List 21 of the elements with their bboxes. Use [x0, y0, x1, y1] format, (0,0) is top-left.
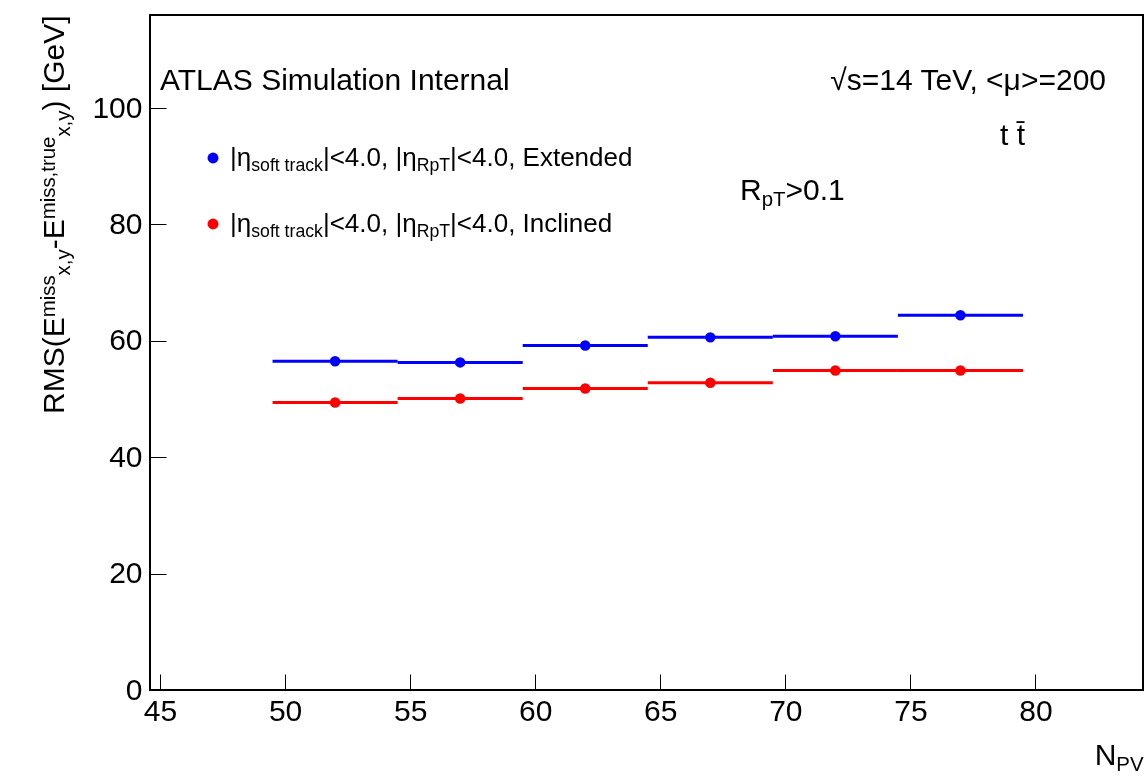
y-tick-label: 80: [109, 206, 143, 240]
x-tick-label: 80: [1019, 693, 1053, 727]
annotation: ATLAS Simulation Internal: [160, 63, 510, 96]
x-tick-label: 60: [519, 693, 553, 727]
x-tick-label: 55: [393, 693, 428, 727]
x-tick-label: 70: [769, 693, 803, 727]
y-tick-label: 20: [109, 556, 143, 590]
y-tick-label: 40: [109, 439, 143, 473]
y-tick-label: 100: [92, 90, 143, 124]
x-tick-label: 45: [143, 693, 178, 727]
annotation: t t̄: [1000, 118, 1026, 151]
legend-label: |η$_{soft track}$|<4.0, |η$_{R}$$_{pT}$|<4.0, Inclined: [230, 208, 613, 242]
y-tick-label: 0: [125, 672, 143, 706]
x-tick-label: 50: [268, 693, 303, 727]
legend-label: |η$_{soft track}$|<4.0, |η$_{R}$$_{pT}$|<4.0, Extended: [230, 142, 633, 176]
annotation: √s=14 TeV, <μ>=200: [830, 63, 1106, 96]
x-tick-label: 75: [894, 693, 928, 727]
x-tick-label: 65: [644, 693, 678, 727]
x-axis-title: N$_{PV}$: [1094, 737, 1144, 775]
annotation: R$_{pT}$>0.1: [740, 173, 845, 210]
y-tick-label: 60: [109, 323, 143, 357]
